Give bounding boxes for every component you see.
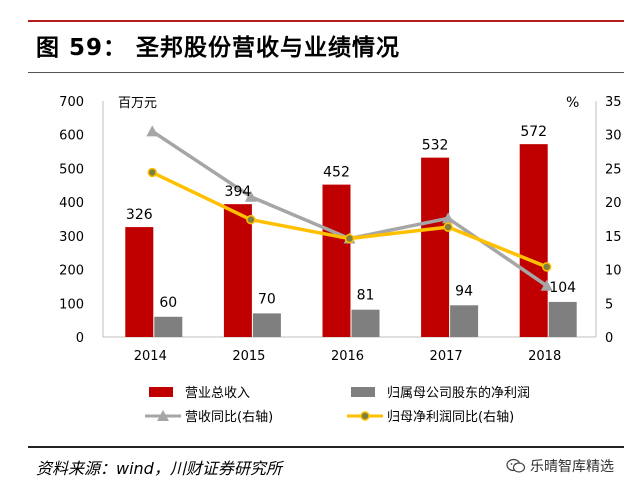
net-profit-data-label: 104 [549, 280, 576, 296]
net-profit-growth-marker [541, 262, 552, 272]
revenue-bar [421, 157, 450, 337]
right-tick-label: 35 [605, 95, 622, 110]
net-profit-data-label: 94 [455, 283, 473, 299]
net-profit-bar [154, 316, 183, 337]
left-tick-label: 500 [59, 162, 84, 177]
legend-marker [157, 410, 169, 421]
net-profit-bar [351, 309, 380, 337]
left-tick-label: 0 [76, 331, 84, 346]
right-tick-label: 5 [605, 297, 613, 312]
revenue-data-label: 452 [323, 165, 350, 181]
right-tick-label: 25 [605, 162, 622, 177]
left-axis-unit: 百万元 [118, 96, 157, 111]
watermark: 乐晴智库精选 [506, 456, 614, 476]
net-profit-bar [252, 313, 281, 337]
legend-swatch [351, 387, 375, 397]
revenue-data-label: 394 [225, 184, 252, 200]
net-profit-data-label: 60 [159, 295, 177, 311]
right-axis-unit: % [566, 95, 579, 111]
revenue-bar [322, 184, 351, 337]
left-tick-label: 400 [59, 196, 84, 211]
revenue-growth-marker [442, 212, 455, 224]
watermark-text: 乐晴智库精选 [530, 459, 614, 475]
revenue-data-label: 532 [422, 138, 449, 154]
net-profit-growth-marker [246, 214, 256, 225]
left-tick-label: 200 [59, 264, 84, 279]
right-tick-label: 15 [605, 230, 622, 245]
legend-label: 归母净利润同比(右轴) [387, 410, 514, 425]
bottom-rule [28, 446, 624, 448]
x-tick-label: 2016 [331, 349, 364, 364]
right-tick-label: 20 [605, 196, 622, 211]
revenue-data-label: 326 [126, 207, 153, 223]
legend-marker [360, 411, 370, 421]
legend-label: 营收同比(右轴) [185, 410, 273, 425]
net-profit-data-label: 70 [258, 291, 276, 307]
x-tick-label: 2015 [232, 349, 265, 364]
net-profit-bar [450, 305, 479, 337]
x-tick-label: 2017 [430, 349, 463, 364]
revenue-growth-marker [540, 279, 553, 291]
legend-swatch [149, 387, 173, 397]
legend-label: 归属母公司股东的净利润 [387, 385, 530, 401]
left-tick-label: 100 [59, 297, 84, 312]
left-tick-label: 300 [59, 230, 84, 245]
net-profit-growth-marker [443, 222, 453, 232]
left-tick-label: 600 [59, 129, 84, 144]
net-profit-growth-marker [344, 233, 355, 244]
x-tick-label: 2018 [528, 349, 561, 364]
right-tick-label: 0 [605, 331, 613, 346]
source-note: 资料来源：wind，川财证券研究所 [36, 459, 282, 478]
legend-label: 营业总收入 [185, 386, 250, 401]
revenue-bar [223, 204, 252, 337]
revenue-bar [519, 144, 548, 337]
title-rule [28, 72, 624, 73]
revenue-bar [125, 227, 154, 337]
revenue-growth-marker [244, 190, 257, 202]
net-profit-data-label: 81 [357, 288, 375, 304]
right-tick-label: 10 [605, 264, 622, 279]
x-tick-label: 2014 [134, 349, 167, 364]
revenue-profit-chart: 0 100 200 300 400 500 600 700 0 5 10 15 20 25 30 35 百万元%… [59, 95, 622, 425]
net-profit-bar [548, 301, 577, 337]
top-rule [28, 20, 624, 22]
net-profit-growth-marker [147, 167, 158, 178]
revenue-data-label: 572 [520, 124, 547, 140]
left-tick-label: 700 [59, 95, 84, 110]
figure-title: 图 59： 圣邦股份营收与业绩情况 [36, 35, 401, 61]
wechat-icon [506, 458, 526, 473]
right-tick-label: 30 [605, 129, 622, 144]
revenue-growth-marker [146, 125, 159, 137]
